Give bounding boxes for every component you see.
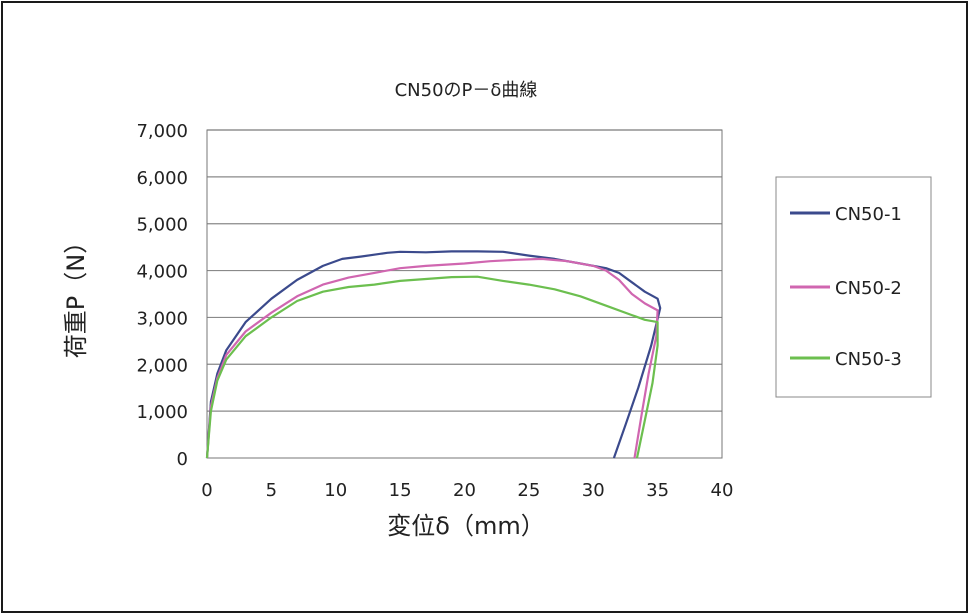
y-tick-label: 6,000	[136, 168, 188, 189]
series-line-CN50-1	[205, 250, 662, 459]
y-tick-label: 0	[177, 449, 188, 470]
legend: CN50-1 CN50-2 CN50-3	[790, 204, 902, 370]
y-tick-labels: 0 1,000 2,000 3,000 4,000 5,000 6,000 7,000	[136, 121, 188, 470]
y-axis-label: 荷重P（N）	[62, 230, 90, 358]
x-tick-label: 40	[711, 480, 734, 501]
series-lines	[205, 250, 662, 459]
plot-area-border	[206, 129, 723, 459]
x-tick-label: 5	[266, 480, 277, 501]
legend-label-CN50-1: CN50-1	[835, 204, 902, 225]
y-tick-label: 3,000	[136, 308, 188, 329]
x-tick-label: 30	[582, 480, 605, 501]
x-tick-label: 10	[324, 480, 347, 501]
chart-title: CN50のP－δ曲線	[395, 80, 538, 101]
x-tick-labels: 0 5 10 15 20 25 30 35 40	[201, 480, 733, 501]
y-tick-label: 7,000	[136, 121, 188, 142]
y-tick-label: 5,000	[136, 215, 188, 236]
x-tick-label: 0	[201, 480, 212, 501]
x-tick-label: 20	[453, 480, 476, 501]
x-axis-label: 変位δ（mm）	[387, 512, 544, 540]
x-tick-label: 35	[646, 480, 669, 501]
x-tick-label: 25	[517, 480, 540, 501]
y-tick-label: 2,000	[136, 355, 188, 376]
legend-label-CN50-2: CN50-2	[835, 278, 902, 299]
y-tick-label: 4,000	[136, 262, 188, 283]
y-tick-label: 1,000	[136, 402, 188, 423]
series-line-CN50-2	[205, 257, 659, 459]
x-tick-label: 15	[389, 480, 412, 501]
legend-label-CN50-3: CN50-3	[835, 349, 902, 370]
series-line-CN50-3	[205, 275, 659, 459]
